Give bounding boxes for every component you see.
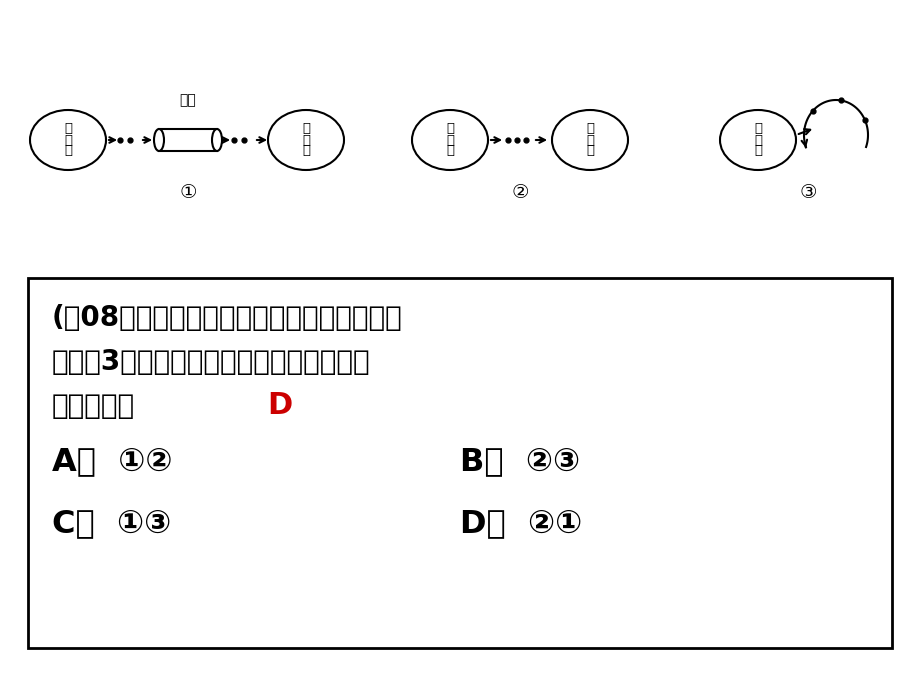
Text: 血管: 血管 — [179, 93, 196, 107]
Text: C．  ①③: C． ①③ — [52, 509, 171, 540]
Text: ①: ① — [179, 182, 197, 201]
Text: 甲: 甲 — [64, 123, 72, 135]
Text: D: D — [267, 391, 292, 420]
Text: 胞: 胞 — [754, 133, 761, 146]
Text: 胞: 胞 — [301, 133, 310, 146]
Bar — [28, 278, 891, 648]
Text: ③: ③ — [799, 182, 816, 201]
Text: 胞: 胞 — [585, 133, 594, 146]
Text: 方式依次是: 方式依次是 — [52, 392, 135, 420]
Text: 甲: 甲 — [446, 123, 453, 135]
Ellipse shape — [30, 110, 106, 170]
Ellipse shape — [153, 129, 164, 151]
Text: 胞: 胞 — [64, 133, 72, 146]
Text: 细: 细 — [301, 144, 310, 157]
Text: 乙: 乙 — [301, 123, 310, 135]
Text: B．  ②③: B． ②③ — [460, 446, 580, 477]
Text: 细: 细 — [585, 144, 594, 157]
Text: D．  ②①: D． ②① — [460, 509, 582, 540]
Text: 细: 细 — [754, 144, 761, 157]
Text: 胞: 胞 — [446, 133, 453, 146]
Text: A．  ①②: A． ①② — [52, 446, 173, 477]
Text: 乙: 乙 — [585, 123, 594, 135]
Ellipse shape — [720, 110, 795, 170]
Text: 甲: 甲 — [754, 123, 761, 135]
Text: 细: 细 — [64, 144, 72, 157]
Bar — [159, 129, 217, 151]
Text: 细: 细 — [446, 144, 453, 157]
Ellipse shape — [551, 110, 628, 170]
Text: 信息的3种方式。神经递质和性激素的传输: 信息的3种方式。神经递质和性激素的传输 — [52, 348, 370, 376]
Ellipse shape — [267, 110, 344, 170]
Ellipse shape — [211, 129, 221, 151]
Ellipse shape — [412, 110, 487, 170]
Text: ②: ② — [511, 182, 528, 201]
Text: (（08江苏卷）上图表示人体内化学物质传输: (（08江苏卷）上图表示人体内化学物质传输 — [52, 304, 403, 332]
